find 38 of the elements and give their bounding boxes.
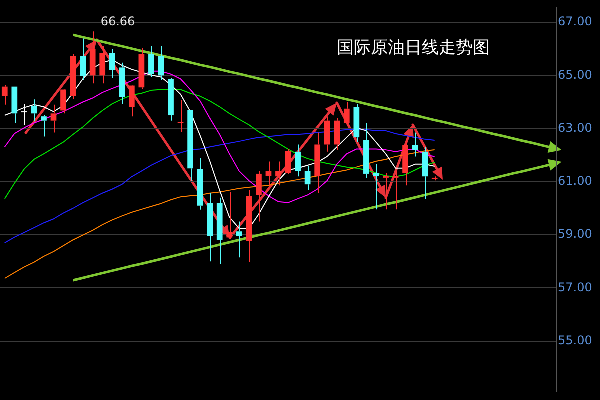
candlestick xyxy=(236,221,242,258)
candlestick xyxy=(373,164,380,210)
candlestick xyxy=(50,104,57,134)
candlestick xyxy=(246,190,252,263)
candlestick xyxy=(432,176,438,182)
y-tick-label: 57.00 xyxy=(558,280,592,294)
candlestick xyxy=(22,104,28,126)
candlestick xyxy=(354,104,360,143)
candlestick xyxy=(80,38,86,81)
candlestick xyxy=(31,99,38,122)
y-tick-label: 63.00 xyxy=(558,120,592,135)
candlestick xyxy=(295,144,301,178)
text: 国际原油日线走势图 xyxy=(337,37,490,59)
candlestick xyxy=(422,146,428,200)
candlestick xyxy=(276,161,282,186)
candlestick xyxy=(344,102,350,127)
candlestick xyxy=(226,192,233,240)
candlestick xyxy=(392,170,399,210)
candlestick xyxy=(364,122,370,178)
y-tick-label: 65.00 xyxy=(558,68,592,82)
candlestick xyxy=(41,115,47,138)
y-tick-label: 67.00 xyxy=(558,14,592,29)
candlestick xyxy=(285,148,292,174)
candlestick xyxy=(324,116,330,152)
annotation: 66.66 xyxy=(100,14,136,29)
candlestick xyxy=(314,132,321,194)
candlestick xyxy=(70,54,76,100)
candlestick xyxy=(334,118,340,151)
candlestick xyxy=(256,170,262,222)
candlestick xyxy=(60,88,66,114)
candlestick xyxy=(90,31,96,84)
candlestick xyxy=(383,172,389,210)
y-tick-label: 55.00 xyxy=(558,333,592,348)
y-tick-label: 61.00 xyxy=(558,174,592,188)
candlestick xyxy=(2,84,8,106)
candlestick xyxy=(304,166,311,191)
y-tick-label: 59.00 xyxy=(558,227,592,242)
candlestick xyxy=(402,138,408,186)
